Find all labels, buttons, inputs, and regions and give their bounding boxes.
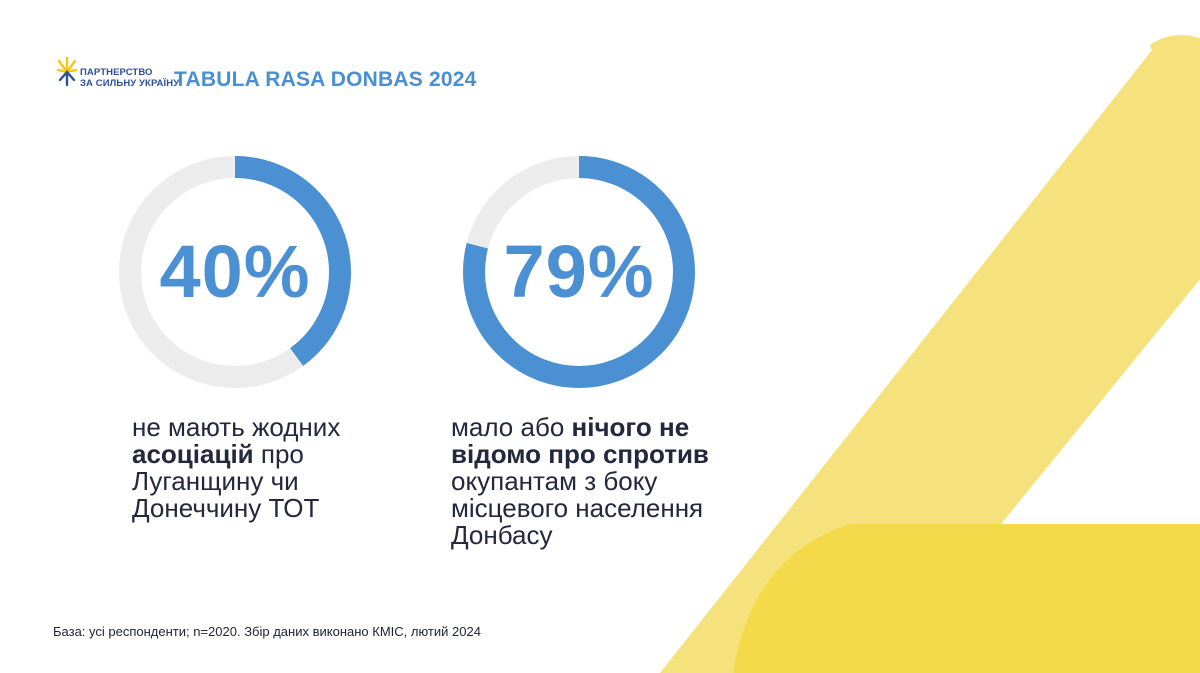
caption-79-line-1-bold: нічого не [571,412,690,442]
donut-79-svg [463,156,695,388]
logo-line-1: ПАРТНЕРСТВО [80,66,153,78]
caption-40-line-3: Луганщину чи [132,466,299,496]
caption-79-line-3: окупантам з боку [451,466,658,496]
caption-79-line-1-plain: мало або [451,412,572,442]
caption-79-line-5: Донбасу [451,520,553,550]
yellow-diagonal-band [660,40,1200,673]
logo-text: ПАРТНЕРСТВО ЗА СИЛЬНУ УКРАЇНУ [80,67,179,90]
caption-40-line-1: не мають жодних [132,412,341,442]
yellow-bottom-blob [733,524,1200,673]
donut-40-svg [119,156,351,388]
donut-chart-79: 79% [462,155,696,389]
donut-chart-40: 40% [118,155,352,389]
caption-40-bold: асоціацій [132,439,254,469]
donut-40-label: 40% [159,230,311,313]
donut-79-label: 79% [503,230,655,313]
donut-79-value-arc [463,156,695,388]
caption-40-line-2: асоціацій про [132,441,340,468]
caption-40-line-4: Донеччину ТОТ [132,493,320,523]
report-title: TABULA RASA DONBAS 2024 [174,68,477,91]
caption-79-line-2: відомо про спротив [451,441,709,468]
stat-caption-40: не мають жодних асоціацій про Луганщину … [132,414,340,522]
caption-40-line-2-rest: про [253,439,304,469]
donut-40-value-arc [119,156,351,388]
logo-line-2: ЗА СИЛЬНУ УКРАЇНУ [80,78,180,89]
header: ПАРТНЕРСТВО ЗА СИЛЬНУ УКРАЇНУ TABULA RAS… [56,54,476,91]
footer-note: База: усі респонденти; n=2020. Збір дани… [53,624,481,639]
caption-79-line-2-bold: відомо про спротив [451,439,709,469]
caption-79-line-4: місцевого населення [451,493,704,523]
partnership-logo-icon [56,56,78,87]
caption-79-line-1: мало або нічого не [451,414,709,441]
stat-caption-79: мало або нічого не відомо про спротив ок… [451,414,709,549]
yellow-diagonal-band-edge [1150,35,1200,80]
